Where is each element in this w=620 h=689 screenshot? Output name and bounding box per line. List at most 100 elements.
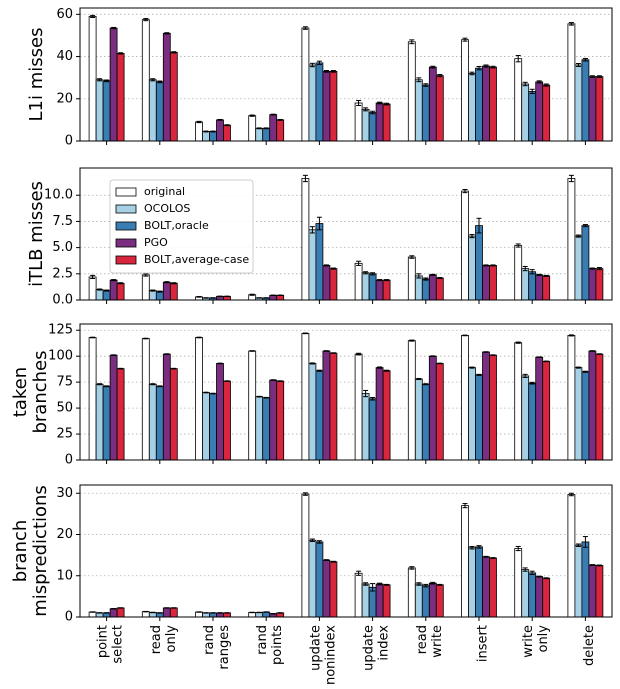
bar (368, 273, 377, 301)
bar (514, 58, 523, 142)
y-tick-label: 40 (56, 49, 73, 64)
error-bar (143, 18, 149, 22)
error-bar (529, 570, 535, 576)
error-bar (416, 378, 422, 381)
legend-label: BOLT,average-case (144, 253, 249, 266)
x-tick-label: select (111, 625, 126, 664)
error-bar (90, 336, 96, 339)
y-axis-label: branches (30, 350, 51, 433)
bar (308, 363, 317, 461)
error-bar (596, 267, 602, 271)
legend-label: BOLT,oracle (144, 219, 209, 232)
error-bar (515, 55, 521, 63)
bar (202, 131, 210, 142)
error-bar (118, 52, 124, 55)
bar (223, 124, 231, 142)
bar (162, 607, 171, 618)
bar (116, 52, 125, 142)
legend-swatch (115, 204, 137, 214)
bar (542, 360, 551, 461)
bar (521, 569, 530, 618)
error-bar (416, 273, 422, 279)
error-bar (150, 383, 156, 386)
bar (329, 561, 338, 618)
error-bar (490, 65, 496, 69)
error-bar (543, 360, 549, 363)
x-tick-label: ranges (217, 625, 232, 670)
bar (155, 385, 164, 461)
bar (368, 112, 377, 142)
bar (489, 265, 497, 301)
error-bar (409, 255, 415, 259)
error-bar (104, 385, 110, 388)
error-bar (356, 260, 362, 266)
error-bar (589, 75, 595, 78)
error-bar (277, 380, 283, 382)
error-bar (423, 383, 429, 386)
bar (195, 611, 203, 618)
bar (468, 73, 476, 142)
error-bar (363, 389, 369, 398)
y-tick-label: 10 (56, 568, 73, 583)
bar (468, 235, 476, 301)
bar (435, 584, 444, 618)
bar (581, 541, 590, 618)
error-bar (430, 355, 436, 357)
error-bar (309, 62, 315, 68)
bar (354, 102, 363, 142)
error-bar (270, 379, 276, 381)
y-tick-label: 0 (65, 134, 73, 149)
error-bar (256, 395, 262, 398)
bar (375, 102, 384, 142)
error-bar (356, 570, 362, 576)
bar (461, 335, 469, 461)
y-axis-label: iTLB misses (26, 181, 47, 287)
bar (535, 81, 544, 142)
bar (535, 274, 544, 301)
error-bar (476, 217, 482, 234)
error-bar (302, 174, 308, 183)
error-bar (377, 582, 383, 586)
error-bar (150, 289, 156, 292)
error-bar (462, 188, 468, 194)
bar (421, 278, 430, 301)
error-bar (522, 81, 528, 87)
legend-swatch (115, 238, 137, 248)
bar (407, 340, 416, 461)
axes-frame (79, 167, 613, 301)
bar (542, 577, 551, 618)
bar (209, 131, 217, 142)
y-tick-label: 20 (56, 91, 73, 106)
bar (581, 225, 590, 301)
error-bar (330, 69, 336, 73)
bar (542, 84, 551, 142)
error-bar (543, 274, 549, 277)
bar (148, 290, 157, 301)
error-bar (224, 124, 230, 127)
error-bar (416, 77, 422, 83)
error-bar (462, 334, 468, 337)
bar (109, 608, 118, 618)
bar (148, 79, 157, 142)
bar (209, 393, 217, 461)
bar (514, 245, 523, 301)
error-bar (377, 101, 383, 105)
y-tick-label: 50 (56, 401, 73, 416)
error-bar (316, 369, 322, 372)
legend-label: OCOLOS (144, 202, 190, 215)
error-bar (469, 71, 475, 76)
error-bar (150, 78, 156, 82)
bar (169, 368, 178, 461)
bar (475, 67, 483, 142)
y-tick-label: 0 (65, 453, 73, 468)
bar (162, 281, 171, 301)
x-tick-label: write (430, 625, 445, 658)
error-bar (111, 26, 117, 30)
error-bar (157, 385, 163, 388)
error-bar (384, 102, 390, 106)
error-bar (522, 567, 528, 572)
bar (262, 127, 271, 142)
y-tick-label: 25 (56, 427, 73, 442)
bar (88, 276, 97, 301)
